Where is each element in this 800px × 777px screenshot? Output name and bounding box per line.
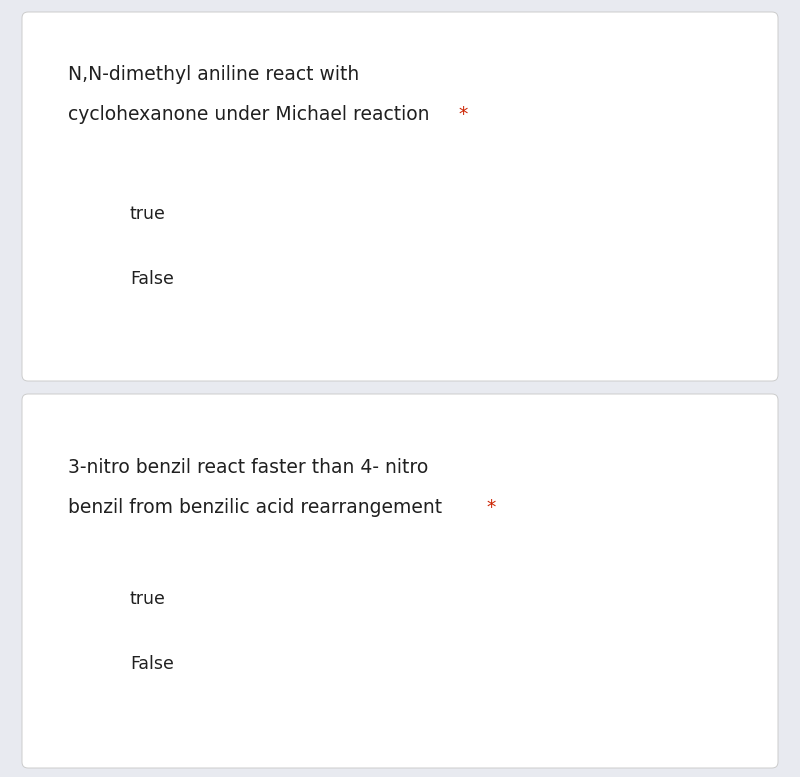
FancyBboxPatch shape	[22, 394, 778, 768]
Text: 3-nitro benzil react faster than 4- nitro: 3-nitro benzil react faster than 4- nitr…	[68, 458, 428, 477]
FancyBboxPatch shape	[22, 12, 778, 381]
Text: true: true	[130, 205, 166, 223]
Text: cyclohexanone under Michael reaction: cyclohexanone under Michael reaction	[68, 105, 435, 124]
Text: *: *	[458, 105, 467, 124]
Text: N,N-dimethyl aniline react with: N,N-dimethyl aniline react with	[68, 65, 359, 84]
Text: true: true	[130, 590, 166, 608]
Text: False: False	[130, 655, 174, 673]
Text: *: *	[486, 498, 495, 517]
Text: False: False	[130, 270, 174, 288]
Text: benzil from benzilic acid rearrangement: benzil from benzilic acid rearrangement	[68, 498, 448, 517]
